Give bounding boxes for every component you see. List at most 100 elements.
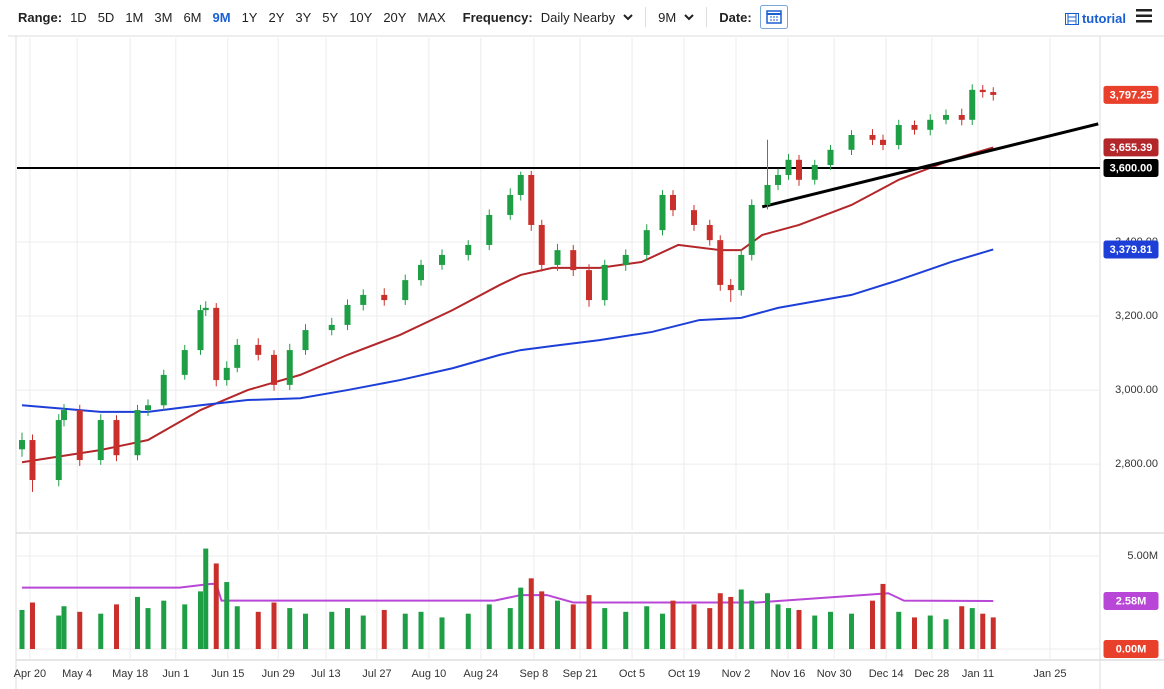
volume-bar <box>360 615 366 650</box>
volume-bar <box>198 591 203 650</box>
x-tick-label: Nov 16 <box>771 668 806 680</box>
volume-bar <box>402 613 408 650</box>
volume-bar <box>990 617 996 650</box>
range-button[interactable]: 1D <box>70 9 87 25</box>
y-tick-label: 3,000.00 <box>1115 384 1158 396</box>
series-layer <box>17 122 1100 604</box>
candle-body <box>764 184 771 205</box>
volume-bar <box>707 608 713 650</box>
end-value-label: 2.58M <box>1116 595 1147 607</box>
range-button[interactable]: 6M <box>183 9 202 25</box>
x-tick-label: Jun 29 <box>262 668 295 680</box>
x-tick-label: May 4 <box>62 668 92 680</box>
candle-body <box>643 230 650 255</box>
tutorial-icon <box>1064 12 1079 25</box>
end-value-label-box <box>1103 592 1159 611</box>
volume-bar <box>287 608 293 650</box>
volume-bar <box>98 613 104 650</box>
candle-body <box>927 119 934 130</box>
candle-body <box>670 194 676 211</box>
candle-body <box>869 134 876 140</box>
candle-body <box>145 405 151 411</box>
candle-body <box>19 440 25 450</box>
volume-bar <box>775 604 781 650</box>
candle-body <box>286 350 293 385</box>
volume-bar <box>765 593 770 650</box>
last-price-label-box <box>1103 85 1159 104</box>
separator <box>706 7 708 27</box>
range-button[interactable]: 5D <box>97 9 115 25</box>
x-tick-label: Dec 14 <box>869 668 904 680</box>
volume-bar <box>161 600 167 650</box>
horizontal-line-label-box <box>1103 158 1159 177</box>
candle-body <box>785 159 792 175</box>
frequency-dropdown[interactable]: Daily Nearby <box>541 10 633 25</box>
volume-bar <box>271 602 277 650</box>
volume-bar <box>145 608 151 650</box>
range-button[interactable]: 3Y <box>295 9 312 25</box>
volume-bar <box>969 608 975 650</box>
candle-body <box>29 440 36 481</box>
candle-body <box>528 174 535 225</box>
candle-body <box>360 294 367 305</box>
volume-bar <box>660 613 665 650</box>
candle-body <box>717 240 724 285</box>
candle-body <box>958 115 965 120</box>
volume-bar <box>77 611 83 650</box>
candle-body <box>517 174 524 195</box>
range-button[interactable]: 3M <box>154 9 173 25</box>
candle-body <box>827 149 834 165</box>
volume-bar <box>749 600 755 650</box>
separator <box>645 7 647 27</box>
range-button[interactable]: 9M <box>212 9 231 25</box>
range-button[interactable]: 2Y <box>268 9 285 25</box>
candle-body <box>486 214 493 245</box>
period-dropdown[interactable]: 9M <box>658 10 694 25</box>
candle-body <box>586 270 592 301</box>
tutorial-text: tutorial <box>1081 11 1126 26</box>
range-button[interactable]: 5Y <box>322 9 339 25</box>
candle-body <box>706 224 713 241</box>
x-tick-label: Aug 24 <box>463 668 498 680</box>
labels-layer: Apr 20 May 4 May 18 Jun 1 Jun 15 Jun 29 Jul 13… <box>14 85 1159 680</box>
range-button[interactable]: 10Y <box>349 9 373 25</box>
candle-body <box>271 354 277 385</box>
candle-body <box>439 254 445 265</box>
menu-button[interactable] <box>1136 9 1152 23</box>
tutorial-link[interactable]: tutorial <box>1064 11 1126 26</box>
volume-bar <box>486 604 492 650</box>
y-tick-label: 3,200.00 <box>1115 310 1158 322</box>
x-tick-label: Jul 13 <box>311 668 340 680</box>
candle-body <box>507 194 514 215</box>
candle-body <box>775 174 781 185</box>
candle-body <box>659 194 666 231</box>
end-value-label: 3,379.81 <box>1110 244 1153 256</box>
x-tick-label: Apr 20 <box>14 668 46 680</box>
x-tick-label: Nov 2 <box>722 668 751 680</box>
volume-bar <box>959 606 965 650</box>
range-button[interactable]: MAX <box>417 9 446 25</box>
range-button[interactable]: 20Y <box>383 9 407 25</box>
horizontal-line-label: 3,600.00 <box>1110 162 1153 174</box>
y-tick-label: 5.00M <box>1127 550 1158 562</box>
chevron <box>684 13 694 20</box>
end-value-label-box <box>1103 138 1159 157</box>
moving-average-line <box>22 582 994 604</box>
x-tick-label: Sep 8 <box>520 668 549 680</box>
candle-body <box>811 164 818 180</box>
volume-bar <box>912 617 917 650</box>
range-button[interactable]: 1M <box>125 9 144 25</box>
range-button[interactable]: 1Y <box>241 9 258 25</box>
volume-bar <box>849 613 854 650</box>
candle-body <box>134 410 141 456</box>
volume-bar <box>927 615 933 650</box>
volume-bar <box>135 596 140 650</box>
candle-body <box>748 204 755 255</box>
candle-body <box>213 307 220 381</box>
volume-bar <box>539 591 545 650</box>
volume-bar <box>570 604 576 650</box>
volume-bar <box>224 582 230 650</box>
candle-body <box>880 139 886 145</box>
candle-body <box>234 344 241 368</box>
calendar-button[interactable] <box>759 5 788 29</box>
